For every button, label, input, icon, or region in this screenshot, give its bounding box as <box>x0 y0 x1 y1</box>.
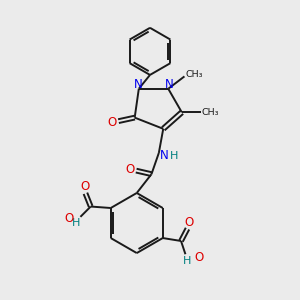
Text: O: O <box>194 251 203 264</box>
Text: H: H <box>72 218 80 228</box>
Text: O: O <box>184 216 193 229</box>
Text: CH₃: CH₃ <box>185 70 203 79</box>
Text: N: N <box>165 77 173 91</box>
Text: N: N <box>134 77 142 91</box>
Text: CH₃: CH₃ <box>202 108 219 117</box>
Text: N: N <box>160 149 169 162</box>
Text: H: H <box>170 152 178 161</box>
Text: O: O <box>125 163 134 176</box>
Text: O: O <box>107 116 117 129</box>
Text: O: O <box>81 180 90 193</box>
Text: H: H <box>183 256 191 266</box>
Text: O: O <box>64 212 74 225</box>
